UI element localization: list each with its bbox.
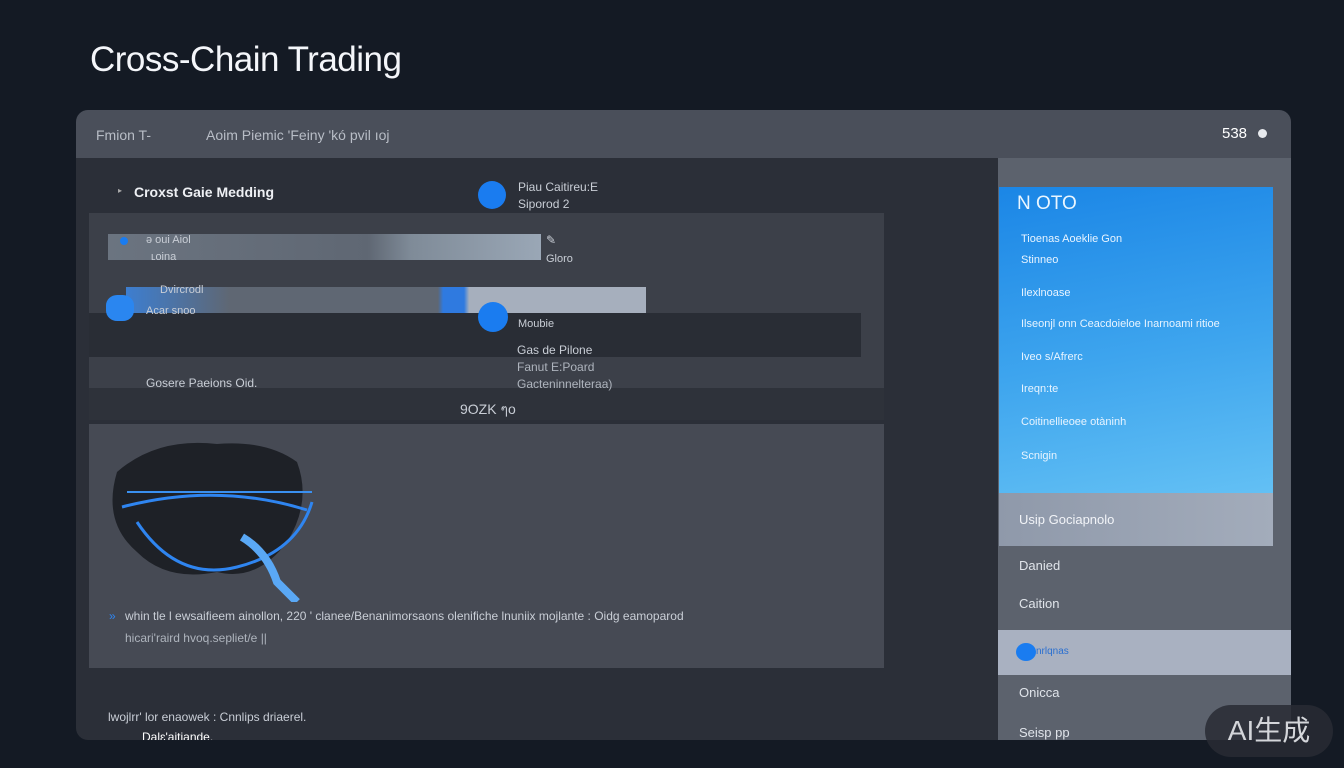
card-item[interactable]: Scnigin: [1021, 450, 1058, 462]
bridge-node-icon: [478, 302, 508, 332]
sidebar-item-label: Usip Gociapnolo: [1019, 512, 1115, 527]
bullet-icon: ▸: [118, 186, 123, 195]
chain-dot-icon: [120, 237, 128, 245]
card-item[interactable]: Ilexlnoase: [1021, 287, 1071, 299]
route-1-side: Gloro: [546, 253, 573, 265]
edit-icon[interactable]: ✎: [546, 233, 557, 247]
description-line2: hicari'raird hvoq.sepliet/e ||: [125, 631, 267, 645]
sidebar-item-active[interactable]: Usip Gociapnolo: [999, 493, 1273, 546]
route-2-label1: Dvircrodl: [160, 284, 204, 296]
section-heading: Croxst Gaie Medding: [134, 184, 275, 200]
footer-row: [89, 388, 884, 420]
chain-logo-icon: [106, 295, 134, 321]
info-icon: »: [109, 609, 116, 623]
route-strip: [89, 313, 861, 357]
header-center-label: Aoim Piemic 'Feiny 'kó pvil ıoj: [206, 127, 390, 143]
card-item[interactable]: Coitinellieoee otàninh: [1021, 416, 1127, 428]
bottom-line2: Dalɛ'aitiande.: [142, 730, 214, 740]
detail-1: Gas de Pilone: [517, 343, 593, 357]
header-left-label[interactable]: Fmion T-: [96, 127, 151, 143]
card-item[interactable]: Tioenas Aoeklie Gon: [1021, 233, 1123, 245]
page-title: Cross-Chain Trading: [90, 40, 402, 79]
route-1-label1: ǝ oui Aiol: [146, 234, 191, 246]
sidebar-item-label: nrlqnas: [1036, 646, 1069, 657]
network-card: N OTO Tioenas Aoeklie Gon Stinneo Ilexln…: [999, 187, 1273, 493]
fee-value: 9OZK ๆo: [460, 401, 516, 417]
card-item[interactable]: Ireqn:te: [1021, 383, 1059, 395]
user-icon: [1016, 643, 1036, 661]
sidebar-item[interactable]: Seisp pp: [1019, 725, 1070, 740]
sidebar: N OTO Tioenas Aoeklie Gon Stinneo Ilexln…: [998, 158, 1291, 740]
sidebar-item[interactable]: Onicca: [1019, 685, 1060, 700]
card-item[interactable]: Iveo s/Afrerc: [1021, 351, 1083, 363]
card-item[interactable]: Stinneo: [1021, 254, 1059, 266]
status-line1: Piau Caitireu:E: [518, 180, 599, 194]
route-bar-2[interactable]: [126, 287, 646, 313]
card-item[interactable]: Ilseonjl onn Ceacdoieloe Inarnoami ritio…: [1021, 318, 1220, 330]
sidebar-item[interactable]: Caition: [1019, 596, 1060, 611]
status-indicator-icon: [478, 181, 506, 209]
route-2-label2: Acar snoo: [146, 305, 196, 317]
sidebar-item[interactable]: Danied: [1019, 558, 1061, 573]
route-bar-1[interactable]: [108, 234, 541, 260]
trading-window: Fmion T- Aoim Piemic 'Feiny 'kó pvil ıoj…: [76, 110, 1291, 740]
window-header: Fmion T- Aoim Piemic 'Feiny 'kó pvil ıoj…: [76, 110, 1291, 158]
header-value: 538: [1222, 125, 1248, 142]
sidebar-item-highlighted[interactable]: nrlqnas: [998, 630, 1291, 675]
bottom-line1: lwojlrr' lor enaowek : Cnnlips driaerel.: [108, 710, 307, 724]
status-line2: Siporod 2: [518, 197, 570, 211]
footer-label: Gosere Paeions Oid.: [146, 376, 258, 390]
ai-generated-watermark: AI生成: [1205, 705, 1333, 757]
card-title: N OTO: [1017, 193, 1077, 214]
detail-3: Gacteninnelteraa): [517, 377, 613, 391]
route-2-side: Moubie: [518, 318, 555, 330]
globe-map-icon: [112, 442, 314, 602]
route-1-label2: ʟoina: [151, 251, 177, 263]
detail-2: Fanut E:Poard: [517, 360, 595, 374]
map-panel: » whin tle l ewsaifieem ainollon, 220 ' …: [89, 424, 884, 668]
settings-icon[interactable]: [1258, 129, 1267, 138]
description-line1: whin tle l ewsaifieem ainollon, 220 ' cl…: [125, 609, 684, 623]
